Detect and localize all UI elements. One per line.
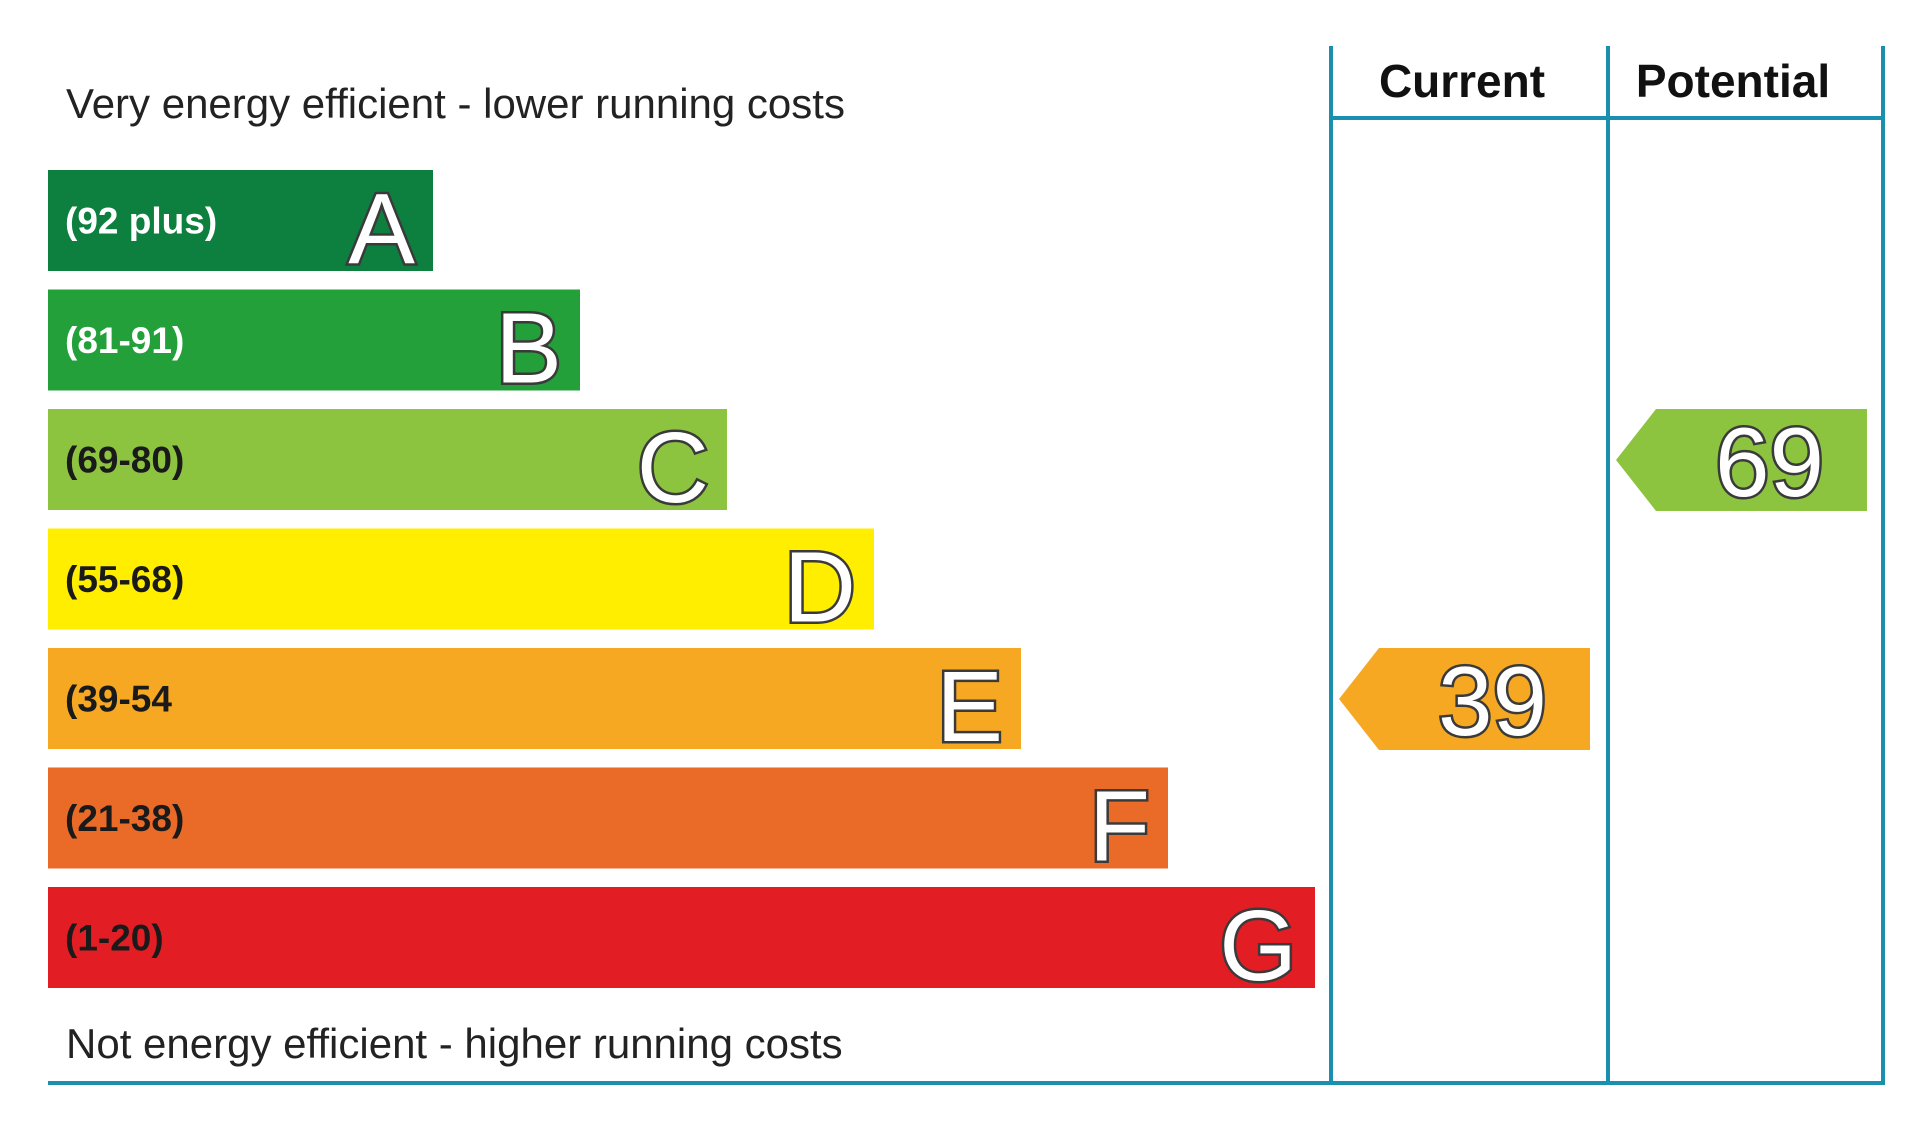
band-range-label: (69-80) bbox=[65, 440, 184, 481]
band-g: (1-20) G bbox=[48, 887, 1315, 1005]
band-letter: D bbox=[784, 532, 856, 644]
potential-column-header: Potential bbox=[1636, 55, 1830, 107]
band-letter: C bbox=[637, 412, 709, 524]
current-column-header: Current bbox=[1379, 55, 1545, 107]
band-range-label: (1-20) bbox=[65, 918, 164, 959]
potential-rating-arrow-shape bbox=[1616, 409, 1867, 511]
band-b: (81-91) B bbox=[48, 289, 580, 407]
rating-arrows: 39 69 bbox=[1339, 405, 1867, 759]
current-rating-arrow-shape bbox=[1339, 648, 1590, 750]
band-bar-g bbox=[48, 887, 1315, 988]
band-f: (21-38) F bbox=[48, 767, 1168, 885]
band-letter: B bbox=[495, 293, 562, 405]
band-e: (39-54 E bbox=[48, 648, 1021, 766]
current-rating-value: 39 bbox=[1438, 646, 1547, 756]
potential-rating-arrow: 69 bbox=[1616, 405, 1867, 520]
band-bar-b bbox=[48, 289, 580, 391]
band-letter: G bbox=[1219, 890, 1297, 1002]
bottom-caption: Not energy efficient - higher running co… bbox=[66, 1020, 843, 1067]
band-d: (55-68) D bbox=[48, 528, 874, 646]
band-bar-f bbox=[48, 767, 1168, 869]
band-range-label: (81-91) bbox=[65, 320, 184, 361]
band-letter: F bbox=[1089, 771, 1150, 883]
band-bar-c bbox=[48, 409, 727, 510]
rating-columns-frame bbox=[48, 46, 1885, 1085]
efficiency-bands: (92 plus) A(81-91) B(69-80) C(55-68) D(39-54… bbox=[48, 170, 1315, 1005]
band-range-label: (92 plus) bbox=[65, 201, 217, 242]
band-c: (69-80) C bbox=[48, 409, 727, 527]
band-range-label: (55-68) bbox=[65, 559, 184, 600]
band-letter: A bbox=[348, 173, 415, 285]
band-letter: E bbox=[936, 651, 1003, 763]
band-range-label: (39-54 bbox=[65, 679, 172, 720]
band-bar-d bbox=[48, 528, 874, 630]
current-rating-arrow: 39 bbox=[1339, 644, 1590, 759]
band-a: (92 plus) A bbox=[48, 170, 433, 288]
band-bar-a bbox=[48, 170, 433, 271]
band-range-label: (21-38) bbox=[65, 798, 184, 839]
top-caption: Very energy efficient - lower running co… bbox=[66, 80, 845, 127]
band-bar-e bbox=[48, 648, 1021, 749]
potential-rating-value: 69 bbox=[1715, 407, 1824, 517]
